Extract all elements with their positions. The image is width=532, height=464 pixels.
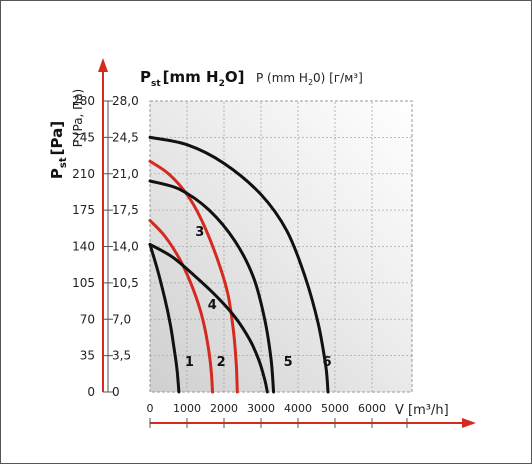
y-tick-label-pa: 210 (72, 167, 95, 181)
x-tick-label: 2000 (210, 402, 238, 415)
curve-6 (148, 135, 330, 394)
y-tick-label-pa: 70 (80, 312, 95, 326)
x-axis-title: V [m³/h] (395, 403, 449, 418)
y-tick-label-mm: 0 (112, 385, 120, 399)
curve-2 (148, 219, 214, 394)
y-tick-label-mm: 24,5 (112, 130, 139, 144)
y-tick-label-pa: 35 (80, 349, 95, 363)
y-tick-label-mm: 28,0 (112, 94, 139, 108)
curve-1 (148, 242, 181, 394)
y-axis-title-mm: Pst [mm H2O] (140, 68, 244, 89)
x-tick-label: 1000 (173, 402, 201, 415)
x-tick-label: 3000 (247, 402, 275, 415)
curve-labels: 1 2 3 4 5 6 (185, 225, 332, 370)
y-ticks: 0 0 35 3,5 70 7,0 105 10,5 140 14,0 175 17,5 210 21,0… (72, 94, 139, 399)
x-tick-label: 6000 (358, 402, 386, 415)
curve-label-3: 3 (195, 225, 204, 240)
curve-label-2: 2 (217, 355, 226, 370)
x-ticks: 0 1000 2000 3000 4000 5000 6000 (147, 402, 408, 428)
curve-label-4: 4 (208, 298, 217, 313)
y-tick-label-mm: 7,0 (112, 312, 131, 326)
y-tick-label-pa: 245 (72, 130, 95, 144)
y-axis-title-pa: Pst[Pa] (48, 121, 69, 179)
x-tick-label: 0 (147, 402, 154, 415)
curve-label-6: 6 (323, 355, 332, 370)
curve-3 (148, 159, 239, 394)
y-tick-label-mm: 3,5 (112, 349, 131, 363)
plot-area (150, 101, 412, 392)
y-tick-label-mm: 10,5 (112, 276, 139, 290)
y-tick-label-mm: 14,0 (112, 240, 139, 254)
curves (148, 135, 330, 394)
x-tick-label: 4000 (284, 402, 312, 415)
curve-5 (148, 179, 276, 394)
y-tick-label-mm: 17,5 (112, 203, 139, 217)
y-tick-label-pa: 140 (72, 240, 95, 254)
curve-4 (148, 242, 269, 394)
y-tick-label-pa: 280 (72, 94, 95, 108)
x-tick-label: 5000 (321, 402, 349, 415)
y-axis-arrow-icon (98, 58, 108, 72)
y-tick-label-mm: 21,0 (112, 167, 139, 181)
y-tick-label-pa: 175 (72, 203, 95, 217)
y-tick-label-pa: 105 (72, 276, 95, 290)
x-axis-arrow-icon (462, 418, 476, 428)
grid-lines (150, 101, 412, 392)
y-axis-title-pa-alt: P (Pa, Па) (71, 89, 85, 147)
curve-label-1: 1 (185, 355, 194, 370)
y-axis-title-mm-alt: P (mm H20) [г/м³] (256, 71, 363, 87)
curve-label-5: 5 (284, 355, 293, 370)
y-tick-label-pa: 0 (87, 385, 95, 399)
